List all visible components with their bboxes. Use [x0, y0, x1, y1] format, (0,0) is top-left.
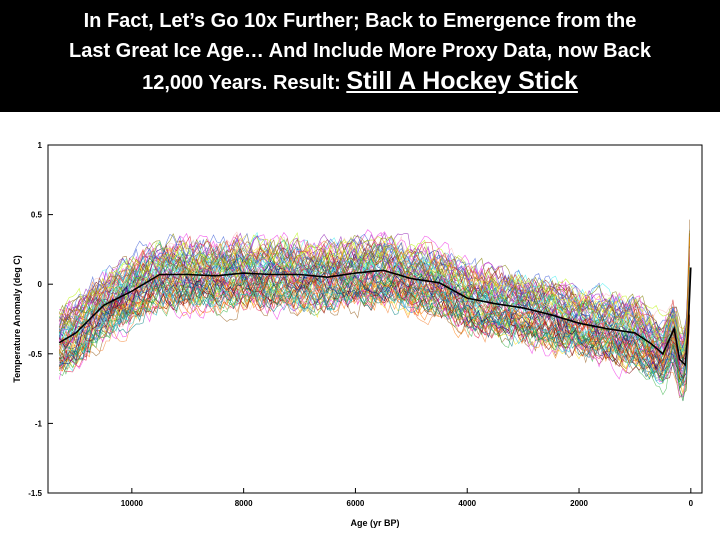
ensemble-series-line — [59, 259, 690, 384]
plot-area-border — [47, 144, 703, 494]
title-line-1: In Fact, Let’s Go 10x Further; Back to E… — [83, 10, 637, 32]
slide-title: In Fact, Let’s Go 10x Further; Back to E… — [0, 0, 720, 112]
x-axis-label: Age (yr BP) — [350, 518, 399, 528]
x-tick-label: 4000 — [458, 499, 476, 508]
x-tick-label: 10000 — [121, 499, 144, 508]
y-tick-label: 1 — [38, 141, 43, 150]
ensemble-series-line — [59, 273, 690, 371]
x-tick-label: 6000 — [347, 499, 365, 508]
ensemble-series-line — [59, 266, 690, 373]
mean-line-layer — [58, 267, 692, 367]
mean-series-line — [58, 267, 692, 367]
y-tick-label: -1 — [35, 419, 43, 428]
ensemble-series-line — [58, 233, 690, 350]
temperature-chart: 1 0.5 0 -0.5 -1 -1.5 10000 8000 6000 4000 2000 0 Te… — [12, 141, 703, 528]
ensemble-series-line — [58, 263, 690, 371]
axes: 1 0.5 0 -0.5 -1 -1.5 10000 8000 6000 4000 2000 0 — [28, 141, 693, 508]
x-tick-label: 0 — [689, 499, 694, 508]
ensemble-series-line — [59, 247, 690, 349]
ensemble-series-line — [58, 233, 690, 372]
ensemble-series-line — [58, 240, 690, 352]
x-tick-label: 8000 — [235, 499, 253, 508]
y-tick-label: 0.5 — [31, 211, 43, 220]
y-tick-label: -1.5 — [28, 489, 42, 498]
ensemble-series-line — [58, 286, 690, 397]
ensemble-series-line — [58, 278, 690, 381]
ensemble-series-line — [59, 267, 690, 389]
title-line-3-prefix: 12,000 Years. Result: — [142, 72, 347, 94]
title-line-3: 12,000 Years. Result: Still A Hockey Sti… — [0, 66, 720, 98]
y-tick-label: -0.5 — [28, 350, 42, 359]
ensemble-series-line — [58, 219, 690, 343]
y-tick-label: 0 — [38, 280, 43, 289]
title-emphasis: Still A Hockey Stick — [346, 67, 578, 95]
ensemble-series-line — [59, 272, 690, 387]
x-tick-label: 2000 — [570, 499, 588, 508]
ensemble-lines — [58, 219, 690, 402]
title-line-2: Last Great Ice Age… And Include More Pro… — [68, 40, 651, 62]
y-axis-label: Temperature Anomaly (deg C) — [12, 255, 22, 383]
